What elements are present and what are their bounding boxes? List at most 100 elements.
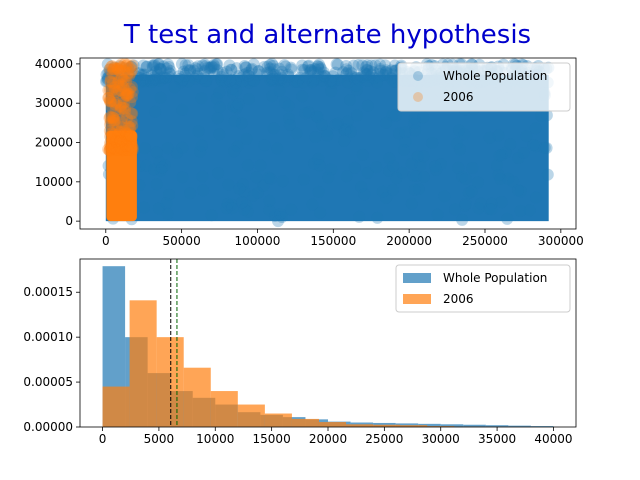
population-point (315, 118, 328, 131)
population-point (140, 61, 153, 74)
population-point (338, 134, 351, 147)
population-point (145, 69, 158, 82)
population-point (152, 58, 165, 71)
population-point (147, 163, 160, 176)
population-point (352, 73, 365, 86)
population-point (247, 58, 260, 71)
population-point (211, 64, 224, 77)
population-point (225, 63, 238, 76)
population-point (248, 74, 261, 87)
population-point (350, 84, 363, 97)
year-2006-point (114, 125, 127, 138)
year-2006-point (108, 128, 121, 141)
population-point (189, 72, 202, 85)
year-2006-point (117, 143, 130, 156)
population-point (412, 183, 425, 196)
population-point (236, 75, 249, 88)
population-point (340, 63, 353, 76)
population-point (396, 166, 409, 179)
histogram-plot: 0 5000 10000 15000 20000 25000 30000 35000 40000… (23, 258, 577, 446)
population-point (325, 74, 338, 87)
population-point (229, 74, 242, 87)
population-point (453, 143, 466, 156)
population-point (200, 75, 213, 88)
population-point (195, 92, 208, 105)
population-point (154, 91, 167, 104)
population-point (538, 141, 551, 154)
population-point (133, 76, 146, 89)
year-2006-point (116, 144, 129, 157)
population-point (240, 199, 253, 212)
population-point (523, 204, 536, 217)
mean-lines (170, 259, 178, 427)
population-point (154, 63, 167, 76)
population-point (462, 186, 475, 199)
population-point (137, 201, 150, 214)
legend-marker (413, 92, 423, 102)
population-point (101, 75, 114, 88)
population-point (535, 109, 548, 122)
population-point (111, 75, 124, 88)
year-2006-point (109, 104, 122, 117)
population-point (149, 105, 162, 118)
year-2006-point (120, 128, 133, 141)
population-point (244, 73, 257, 86)
year-2006-point (116, 137, 129, 150)
population-point (176, 103, 189, 116)
population-point (302, 60, 315, 73)
population-point (371, 76, 384, 89)
population-point (325, 85, 338, 98)
population-point (225, 198, 238, 211)
population-point (162, 58, 175, 71)
population-point (340, 66, 353, 79)
year-2006-point (113, 64, 126, 77)
population-point (158, 159, 171, 172)
population-point (236, 178, 249, 191)
year-2006-point (107, 132, 120, 145)
population-point (179, 59, 192, 72)
year-2006-point (126, 144, 139, 157)
year-2006-bar (373, 424, 401, 427)
population-point (132, 67, 145, 80)
year-2006-bar (400, 425, 428, 427)
population-point (150, 178, 163, 191)
year-2006-point (117, 91, 130, 104)
population-point (133, 160, 146, 173)
scatter-axes: 0 50000 100000 150000 200000 250000 300000 0 100… (35, 57, 584, 248)
population-point (254, 159, 267, 172)
year-2006-point (124, 66, 137, 79)
year-2006-point (110, 132, 123, 145)
population-point (242, 93, 255, 106)
population-point (199, 75, 212, 88)
population-point (191, 69, 204, 82)
population-point (529, 140, 542, 153)
population-point (370, 161, 383, 174)
population-point (379, 66, 392, 79)
population-point (273, 84, 286, 97)
population-point (361, 166, 374, 179)
population-point (361, 99, 374, 112)
population-point (102, 66, 115, 79)
population-point (153, 74, 166, 87)
population-point (276, 175, 289, 188)
year-2006-point (114, 135, 127, 148)
population-point (483, 131, 496, 144)
y-tick-label: 10000 (35, 175, 73, 189)
population-point (397, 144, 410, 157)
population-point (205, 60, 218, 73)
population-point (459, 199, 472, 212)
population-point (130, 70, 143, 83)
year-2006-point (115, 78, 128, 91)
population-point (197, 184, 210, 197)
year-2006-point (118, 58, 131, 70)
population-point (350, 71, 363, 84)
population-point (208, 67, 221, 80)
year-2006-point (125, 115, 138, 128)
population-point (282, 99, 295, 112)
population-point (405, 197, 418, 210)
year-2006-point (118, 143, 131, 156)
year-2006-point (126, 85, 139, 98)
year-2006-point (121, 89, 134, 102)
population-point (272, 72, 285, 85)
year-2006-point (114, 62, 127, 75)
